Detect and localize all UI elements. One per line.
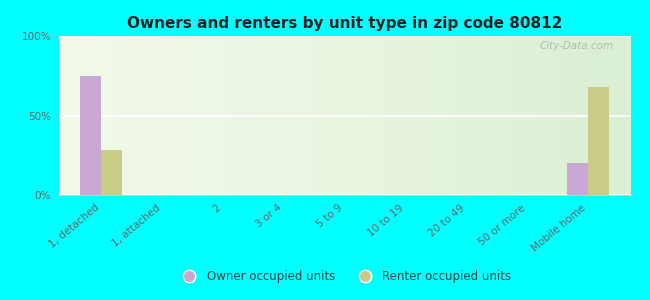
Bar — [101, 151, 122, 195]
Title: Owners and renters by unit type in zip code 80812: Owners and renters by unit type in zip c… — [127, 16, 562, 31]
Bar — [588, 87, 609, 195]
Legend: Owner occupied units, Renter occupied units: Owner occupied units, Renter occupied un… — [173, 265, 516, 288]
Bar — [567, 163, 588, 195]
Text: City-Data.com: City-Data.com — [540, 41, 614, 51]
Bar — [80, 76, 101, 195]
